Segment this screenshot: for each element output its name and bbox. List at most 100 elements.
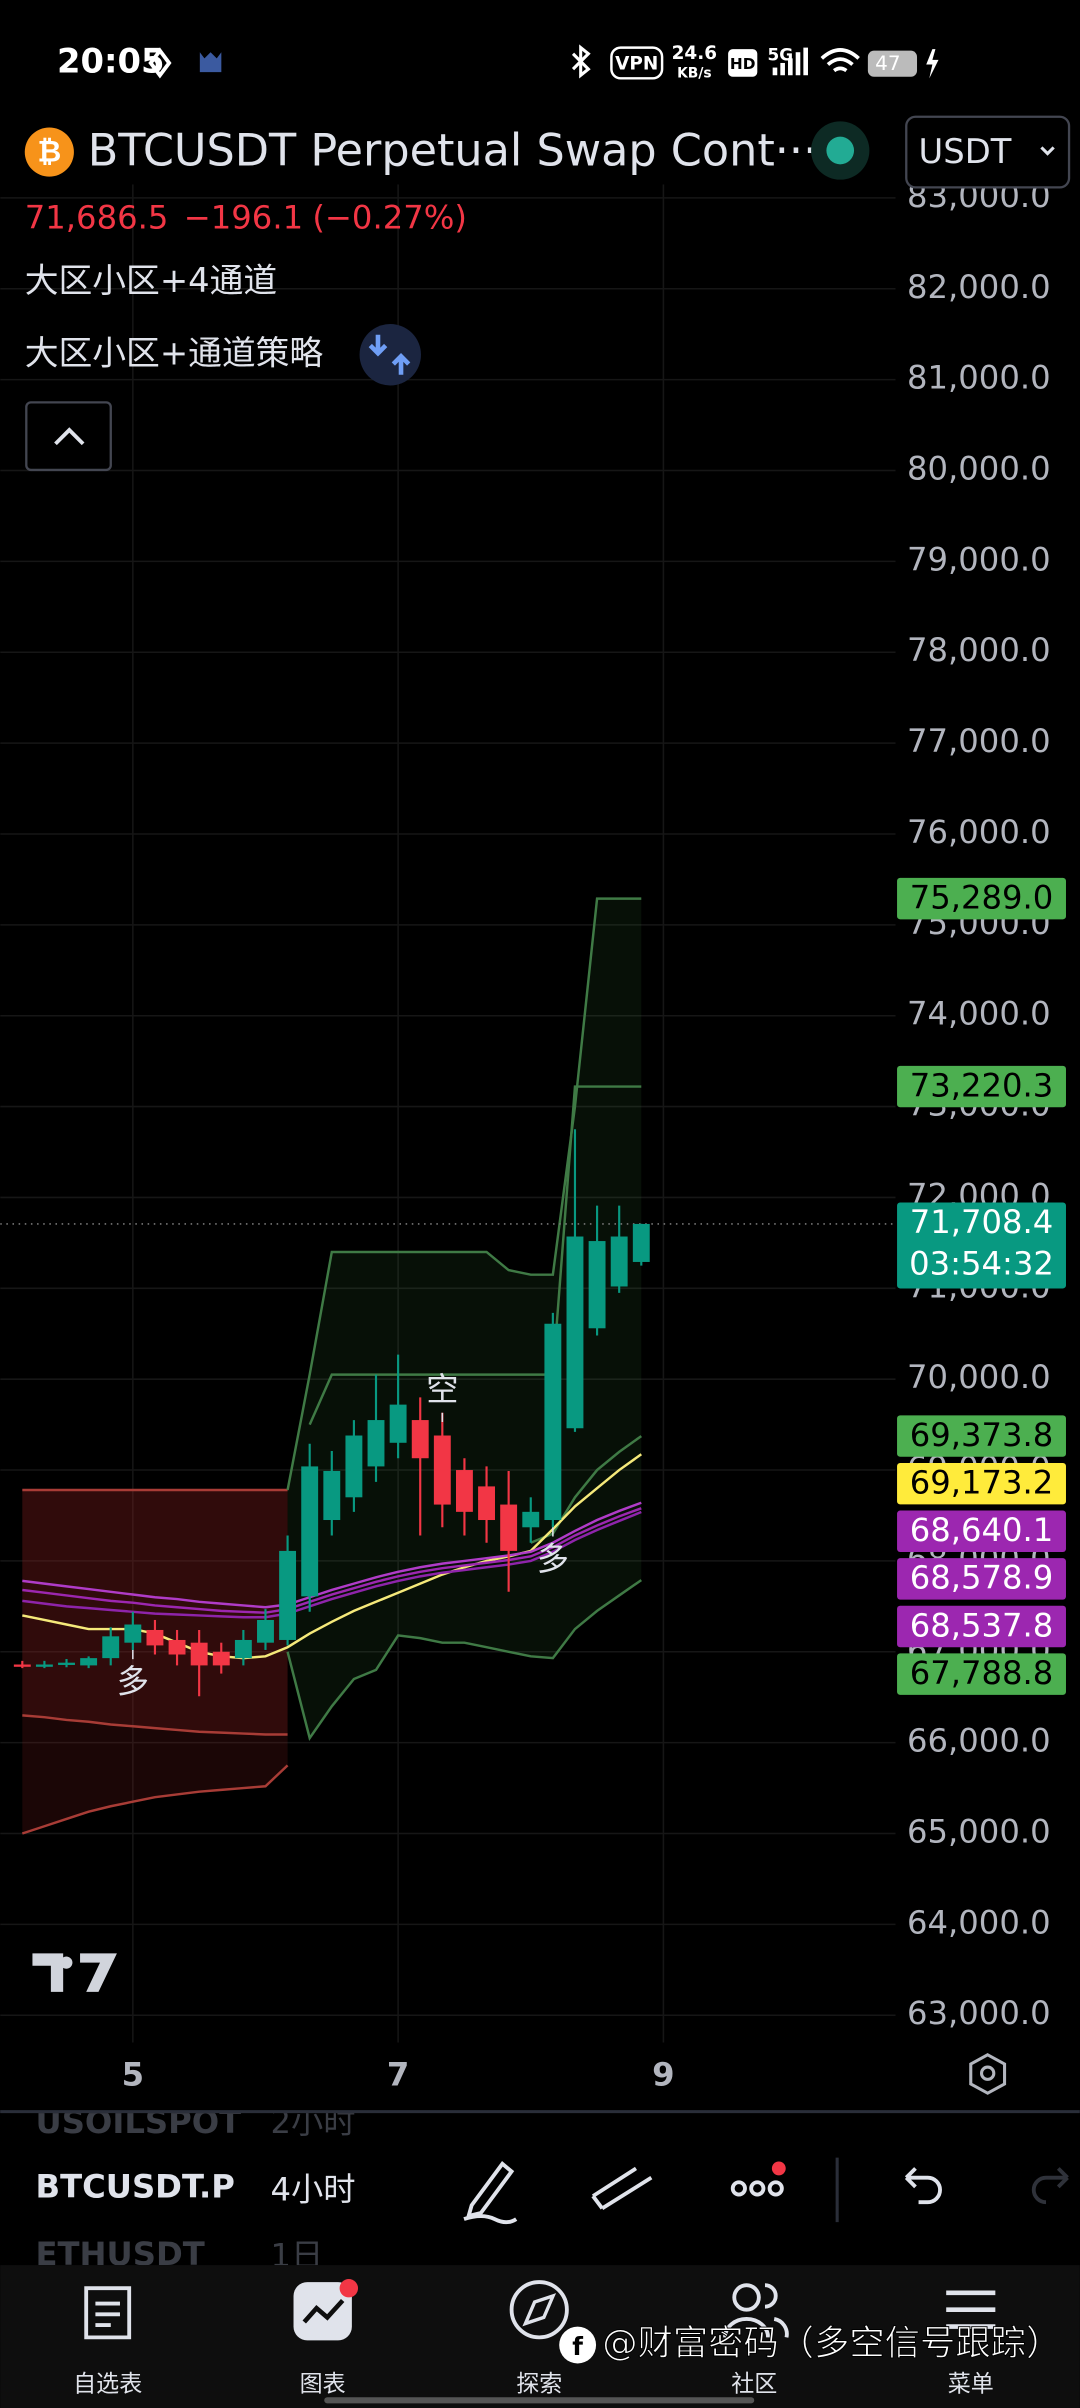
nav-icon[interactable] <box>946 2290 996 2329</box>
candle-body <box>190 1642 208 1666</box>
symbol-option[interactable]: USOILSPOT <box>36 2103 242 2141</box>
price-label-box <box>897 1065 1066 1108</box>
strategy-arrows <box>368 334 411 375</box>
battery-level: 47 <box>875 51 900 75</box>
candle-body <box>234 1639 252 1659</box>
interval-selected[interactable]: 4小时 <box>270 2170 355 2208</box>
candle-body <box>433 1435 451 1505</box>
candle-body <box>146 1629 164 1646</box>
candle-body <box>257 1619 274 1643</box>
header: ₿ BTCUSDT Perpetual Swap Cont··· USDT 71… <box>0 104 1071 472</box>
nav-label[interactable]: 自选表 <box>73 2371 142 2397</box>
price-label-box <box>897 1462 1066 1505</box>
line-tool[interactable] <box>591 2166 653 2210</box>
nav-label[interactable]: 菜单 <box>948 2371 994 2397</box>
indicator-name[interactable]: 大区小区+通道策略 <box>25 333 324 372</box>
y-tick-label: 64,000.0 <box>907 1903 1051 1941</box>
candle-body <box>323 1470 341 1521</box>
candle-body <box>522 1511 540 1528</box>
currency-select[interactable] <box>905 115 1071 189</box>
strategy-icon[interactable] <box>359 324 421 386</box>
collapse-button[interactable] <box>25 401 112 472</box>
last-price: 71,686.5 <box>25 199 169 237</box>
candle-body <box>500 1504 518 1551</box>
price-label-box <box>897 1558 1066 1600</box>
signal-label: 空 <box>426 1370 458 1408</box>
y-tick-label: 77,000.0 <box>907 722 1051 760</box>
symbol-option[interactable]: ETHUSDT <box>36 2235 205 2273</box>
price-label-box <box>897 1510 1066 1553</box>
network-type: 5G <box>768 44 794 64</box>
vpn-box <box>610 46 664 80</box>
y-tick-label: 81,000.0 <box>907 359 1051 397</box>
candle-body <box>345 1435 363 1498</box>
indicator-line <box>22 1507 642 1614</box>
candle-body <box>124 1624 142 1643</box>
undo[interactable] <box>904 2167 942 2205</box>
price-label: 73,220.3 <box>910 1066 1054 1104</box>
interval-option[interactable]: 1日 <box>270 2237 323 2275</box>
symbol-selected[interactable]: BTCUSDT.P <box>36 2167 235 2205</box>
y-tick-label: 66,000.0 <box>907 1722 1051 1760</box>
nav-label[interactable]: 图表 <box>300 2371 346 2397</box>
draw-tool[interactable] <box>463 2161 518 2225</box>
x-tick-label: 9 <box>652 2055 674 2093</box>
price-label: 68,578.9 <box>910 1559 1054 1597</box>
redo[interactable] <box>1031 2167 1069 2205</box>
watermark-icon-letter: f <box>572 2332 583 2361</box>
nav-icon[interactable] <box>509 2280 569 2340</box>
caret-up <box>54 427 85 446</box>
band-fill <box>22 1715 288 1834</box>
price-label: 68,537.8 <box>910 1606 1054 1644</box>
x-tick-label: 7 <box>387 2055 409 2093</box>
net-speed: 24.6 <box>672 43 717 64</box>
wifi-icon <box>820 48 860 73</box>
status-bar: 20:05 VPN 24.6 KB/s HD 5G 47 <box>57 41 939 82</box>
candle-body <box>35 1664 53 1667</box>
candle-body <box>455 1470 473 1512</box>
nav-icon[interactable] <box>732 2283 761 2312</box>
y-tick-label: 76,000.0 <box>907 813 1051 851</box>
watermark: @财富密码（多空信号跟踪） <box>602 2323 1061 2364</box>
price-label: 69,373.8 <box>910 1416 1054 1454</box>
price-label: 69,173.2 <box>910 1463 1054 1501</box>
y-tick-label: 79,000.0 <box>907 540 1051 578</box>
settings-icon[interactable] <box>969 2053 1007 2095</box>
price-label: 67,788.8 <box>910 1654 1054 1692</box>
y-tick-label: 78,000.0 <box>907 631 1051 669</box>
nav-label[interactable]: 社区 <box>731 2371 777 2397</box>
price-label-box <box>897 1653 1066 1695</box>
indicator-line <box>286 897 642 1491</box>
status-dot <box>826 136 855 165</box>
coin-symbol: ₿ <box>37 135 61 169</box>
bottom-nav: 自选表 图表 探索 社区 菜单 f @财富密码（多空信号跟踪） <box>0 2265 1080 2408</box>
y-tick-label: 70,000.0 <box>907 1358 1051 1396</box>
price-row: 71,686.5 −196.1 (−0.27%) <box>25 199 467 237</box>
indicator-line <box>22 1510 642 1619</box>
home-indicator <box>324 2397 755 2404</box>
price-axis: 63,000.064,000.065,000.066,000.067,000.0… <box>122 177 1066 2093</box>
x-tick-label: 5 <box>122 2055 144 2093</box>
signal-label: 多 <box>117 1663 149 1701</box>
indicator-name[interactable]: 大区小区+4通道 <box>25 261 277 300</box>
y-tick-label: 74,000.0 <box>907 995 1051 1033</box>
nav-icon[interactable] <box>84 2286 132 2340</box>
countdown: 03:54:32 <box>909 1244 1054 1282</box>
candle-body <box>58 1662 75 1665</box>
indicator-line <box>530 1435 643 1544</box>
nav-label[interactable]: 探索 <box>516 2371 562 2397</box>
battery <box>867 50 918 77</box>
watermark-icon <box>559 2326 597 2364</box>
indicator-line <box>308 1085 642 1426</box>
price-change: −196.1 <box>184 199 303 237</box>
badge <box>771 2161 786 2176</box>
candle-body <box>411 1420 429 1459</box>
toolbar: USOILSPOT BTCUSDT.P ETHUSDT 2小时 4小时 1日 <box>36 2103 1069 2275</box>
app-icon <box>148 47 172 79</box>
symbol-title[interactable]: BTCUSDT Perpetual Swap Cont··· <box>88 125 818 177</box>
interval-option[interactable]: 2小时 <box>270 2103 355 2141</box>
candle-body <box>632 1223 650 1262</box>
more-tools[interactable] <box>730 2180 784 2197</box>
candle-body <box>279 1550 297 1640</box>
